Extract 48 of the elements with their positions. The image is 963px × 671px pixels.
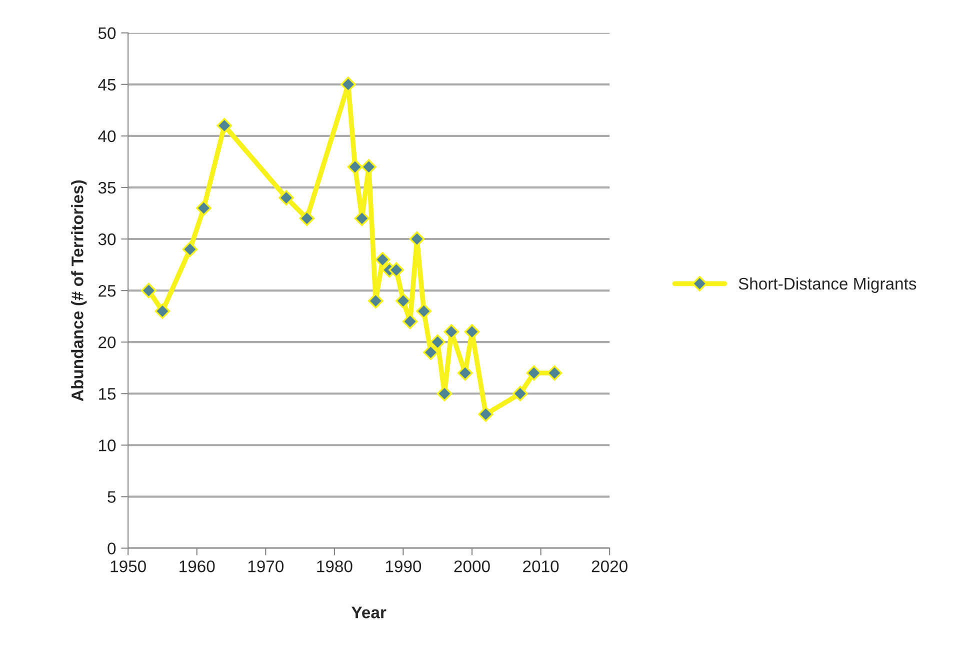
- point: [457, 365, 473, 381]
- point: [423, 344, 438, 360]
- y-tick-label: 5: [108, 491, 116, 503]
- point: [368, 293, 384, 309]
- y-tick-label: 25: [98, 284, 116, 297]
- point: [299, 210, 315, 226]
- y-tick-label: 30: [98, 233, 116, 246]
- x-tick-label: 2020: [592, 560, 628, 572]
- x-tick-label: 2010: [523, 560, 559, 572]
- y-tick-label: 10: [99, 440, 116, 452]
- point: [154, 303, 170, 319]
- point: [409, 231, 425, 247]
- x-tick-label: 1970: [248, 560, 284, 572]
- y-tick-label: 35: [98, 182, 116, 194]
- y-tick-label: 45: [98, 78, 116, 91]
- point: [546, 365, 562, 381]
- y-tick-label: 15: [99, 388, 116, 400]
- point: [430, 334, 446, 350]
- y-axis-title: Abundance (# of Territories): [71, 180, 87, 402]
- point: [526, 365, 542, 381]
- point: [396, 293, 411, 309]
- x-axis-title: Year: [352, 606, 386, 618]
- y-tick-label: 50: [98, 27, 116, 40]
- x-tick-label: 1960: [180, 560, 215, 572]
- legend-label: Short-Distance Migrants: [738, 277, 916, 293]
- point: [388, 262, 404, 278]
- point: [340, 76, 356, 92]
- point: [216, 118, 232, 134]
- x-tick-label: 2000: [454, 560, 490, 572]
- y-tick-label: 0: [108, 542, 116, 554]
- point: [141, 282, 156, 298]
- x-tick-label: 1990: [386, 560, 422, 572]
- point: [196, 200, 212, 216]
- y-tick-label: 20: [98, 336, 116, 348]
- x-tick-label: 1950: [110, 560, 146, 572]
- y-tick-label: 40: [98, 130, 116, 142]
- point: [347, 159, 363, 175]
- point: [416, 303, 432, 319]
- point: [354, 210, 370, 226]
- point: [478, 406, 494, 422]
- point: [182, 242, 198, 258]
- point: [278, 190, 294, 206]
- point: [402, 314, 418, 330]
- x-tick-label: 1980: [317, 560, 352, 572]
- point: [512, 386, 528, 402]
- point: [444, 324, 460, 340]
- point: [374, 252, 390, 268]
- point: [464, 324, 480, 340]
